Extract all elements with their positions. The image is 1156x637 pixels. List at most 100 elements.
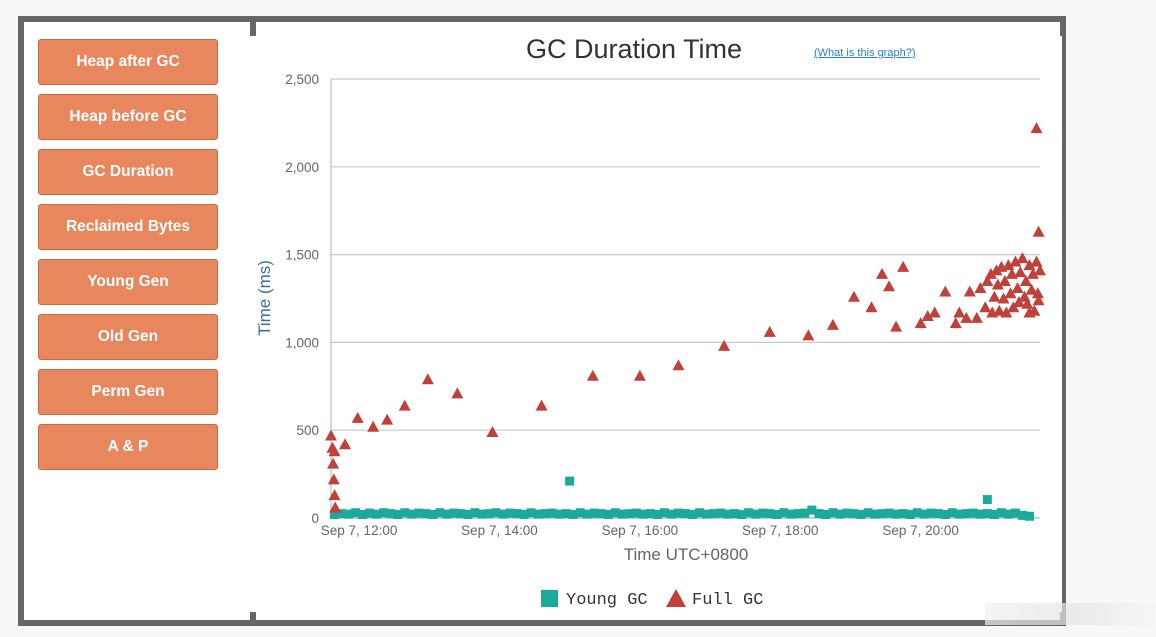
y-tick-labels: 0 500 1,000 1,500 2,000 2,500 — [285, 72, 319, 526]
young-gc-point — [379, 508, 389, 518]
young-gc-point — [414, 508, 424, 518]
young-gc-point — [526, 508, 536, 518]
full-gc-point — [890, 320, 903, 332]
young-gc-point — [870, 509, 880, 519]
young-gc-point — [807, 505, 817, 515]
nav-heap-after-gc-button[interactable]: Heap after GC — [38, 39, 218, 85]
young-gc-point — [554, 509, 564, 519]
young-gc-point — [351, 508, 361, 518]
young-gc-point — [737, 509, 747, 519]
full-gc-point — [1023, 259, 1036, 271]
young-gc-point — [386, 509, 396, 519]
full-gc-point — [847, 290, 860, 302]
young-gc-point — [435, 508, 445, 518]
full-gc-point — [1034, 264, 1046, 276]
nav-old-gen-button[interactable]: Old Gen — [38, 314, 218, 360]
young-gc-point — [393, 509, 403, 519]
full-gc-point — [1026, 267, 1039, 279]
young-gc-point — [709, 509, 719, 519]
x-tick-label: Sep 7, 12:00 — [321, 523, 398, 538]
nav-young-gen-button[interactable]: Young Gen — [38, 259, 218, 305]
young-gc-point — [828, 508, 838, 518]
legend: Young GC Full GC — [541, 589, 763, 610]
young-gc-point — [470, 508, 480, 518]
young-gc-point — [702, 509, 712, 519]
young-gc-point — [477, 509, 487, 519]
what-is-this-graph-link[interactable]: (What is this graph?) — [814, 47, 916, 59]
full-gc-point — [367, 420, 380, 432]
full-gc-point — [1030, 122, 1043, 134]
young-gc-point — [681, 509, 690, 519]
full-gc-point — [1011, 281, 1024, 293]
young-gc-point — [730, 509, 740, 519]
young-gc-point — [533, 509, 543, 519]
nav-heap-before-gc-button[interactable]: Heap before GC — [38, 94, 218, 140]
full-gc-point — [970, 311, 983, 323]
full-gc-point — [633, 369, 646, 381]
young-gc-point — [673, 508, 683, 518]
young-gc-point — [344, 509, 354, 519]
full-gc-point — [974, 281, 987, 293]
x-axis-title: Time UTC+0800 — [624, 545, 749, 564]
young-gc-point — [498, 509, 508, 519]
young-gc-point — [695, 508, 705, 518]
legend-young-gc-label: Young GC — [566, 591, 648, 610]
full-gc-point — [718, 339, 731, 351]
young-gc-point — [484, 509, 494, 519]
full-gc-point — [998, 274, 1011, 286]
young-gc-point — [568, 509, 578, 519]
young-gc-point — [954, 509, 964, 519]
young-gc-point — [358, 509, 368, 519]
y-tick-label: 2,500 — [285, 72, 319, 87]
legend-full-gc-label: Full GC — [692, 591, 763, 610]
sidebar: Heap after GC Heap before GC GC Duration… — [38, 39, 222, 479]
young-gc-point — [659, 508, 669, 518]
full-gc-point — [1009, 255, 1022, 267]
young-gc-point — [933, 509, 943, 519]
full-gc-point — [991, 278, 1004, 290]
full-gc-point — [1016, 252, 1029, 264]
full-gc-point — [1023, 306, 1036, 318]
full-gc-point — [1025, 283, 1038, 295]
young-gc-point — [407, 509, 417, 519]
young-gc-point — [575, 508, 585, 518]
chart-title: GC Duration Time — [526, 34, 743, 64]
young-gc-point — [800, 508, 810, 518]
nav-reclaimed-bytes-button[interactable]: Reclaimed Bytes — [38, 204, 218, 250]
young-gc-point — [1003, 509, 1013, 519]
young-gc-point — [884, 508, 894, 518]
full-gc-point — [586, 369, 599, 381]
young-gc-point — [603, 509, 613, 519]
young-gc-series — [330, 476, 1034, 521]
young-gc-point — [926, 508, 936, 518]
young-gc-point — [652, 509, 662, 519]
nav-gc-duration-button[interactable]: GC Duration — [38, 149, 218, 195]
young-gc-point — [337, 509, 347, 519]
young-gc-point — [449, 508, 459, 518]
young-gc-point — [975, 509, 985, 519]
x-tick-label: Sep 7, 14:00 — [461, 523, 538, 538]
young-gc-point — [589, 508, 599, 518]
full-gc-point — [1032, 294, 1045, 306]
young-gc-point — [842, 508, 852, 518]
nav-a-and-p-button[interactable]: A & P — [38, 424, 218, 470]
young-gc-point — [624, 509, 634, 519]
young-gc-point — [989, 509, 999, 519]
young-gc-point — [898, 509, 908, 519]
full-gc-point — [327, 473, 340, 485]
y-tick-label: 0 — [311, 511, 319, 526]
full-gc-point — [1021, 297, 1034, 309]
full-gc-point — [984, 267, 997, 279]
young-gc-point — [772, 509, 782, 519]
full-gc-point — [328, 489, 341, 501]
young-gc-point — [863, 508, 873, 518]
young-gc-point — [940, 509, 950, 519]
young-gc-point — [456, 509, 466, 519]
nav-perm-gen-button[interactable]: Perm Gen — [38, 369, 218, 415]
x-tick-label: Sep 7, 20:00 — [882, 523, 959, 538]
full-gc-point — [928, 306, 941, 318]
y-tick-label: 500 — [296, 423, 319, 438]
full-gc-series — [325, 122, 1046, 513]
full-gc-point — [997, 292, 1010, 304]
